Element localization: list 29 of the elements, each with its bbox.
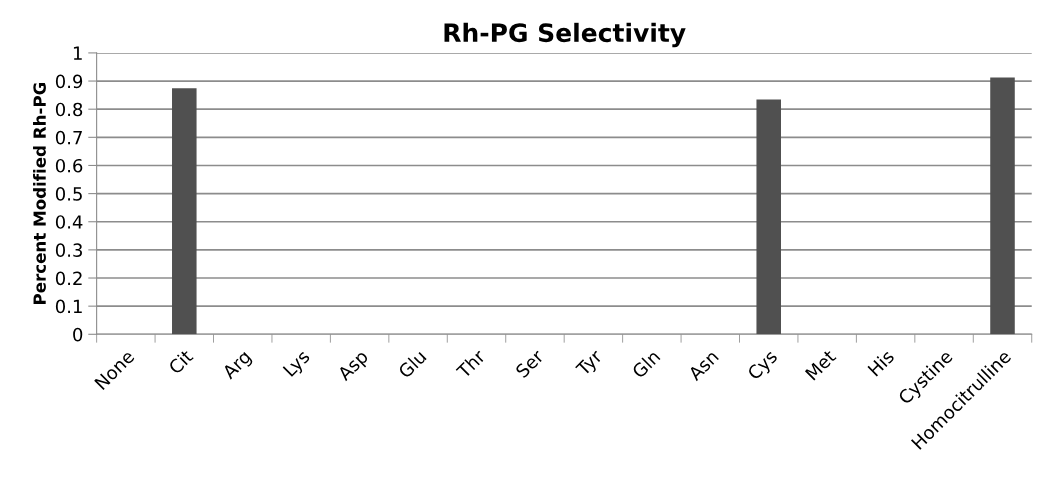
y-tick-label: 1 bbox=[73, 46, 82, 60]
y-tick-label: 0 bbox=[73, 327, 83, 342]
x-tick-label: Asn bbox=[687, 349, 720, 382]
y-tick-label: 0.3 bbox=[55, 243, 82, 257]
y-axis-title: Percent Modified Rh-PG bbox=[33, 82, 46, 304]
y-tick-label: 0.5 bbox=[55, 187, 82, 201]
y-tick-label: 0.7 bbox=[55, 130, 82, 145]
x-tick-label: Arg bbox=[221, 349, 254, 383]
x-tick-label: Ser bbox=[514, 348, 545, 379]
x-tick-label: His bbox=[867, 348, 895, 377]
y-tick-label: 0.4 bbox=[55, 215, 83, 229]
x-tick-label: Gln bbox=[631, 349, 661, 379]
x-tick-label: Tyr bbox=[575, 348, 606, 380]
chart-title: Rh-PG Selectivity bbox=[444, 22, 686, 48]
x-tick-label: Thr bbox=[455, 348, 487, 380]
bar bbox=[756, 99, 781, 335]
x-tick-label: Glu bbox=[397, 349, 427, 379]
x-tick-label: Cit bbox=[167, 348, 194, 375]
x-tick-label: Met bbox=[804, 348, 837, 381]
y-tick-label: 0.8 bbox=[55, 102, 83, 117]
y-tick-label: 0.1 bbox=[55, 299, 82, 314]
x-tick-label: Asp bbox=[336, 349, 372, 384]
bar bbox=[990, 77, 1015, 335]
y-tick-label: 0.6 bbox=[55, 158, 83, 173]
x-tick-label: Cys bbox=[746, 349, 781, 383]
bar bbox=[172, 88, 197, 335]
y-tick-label: 0.2 bbox=[55, 271, 82, 286]
y-tick-label: 0.9 bbox=[55, 74, 83, 89]
x-tick-label: Lys bbox=[282, 349, 313, 380]
